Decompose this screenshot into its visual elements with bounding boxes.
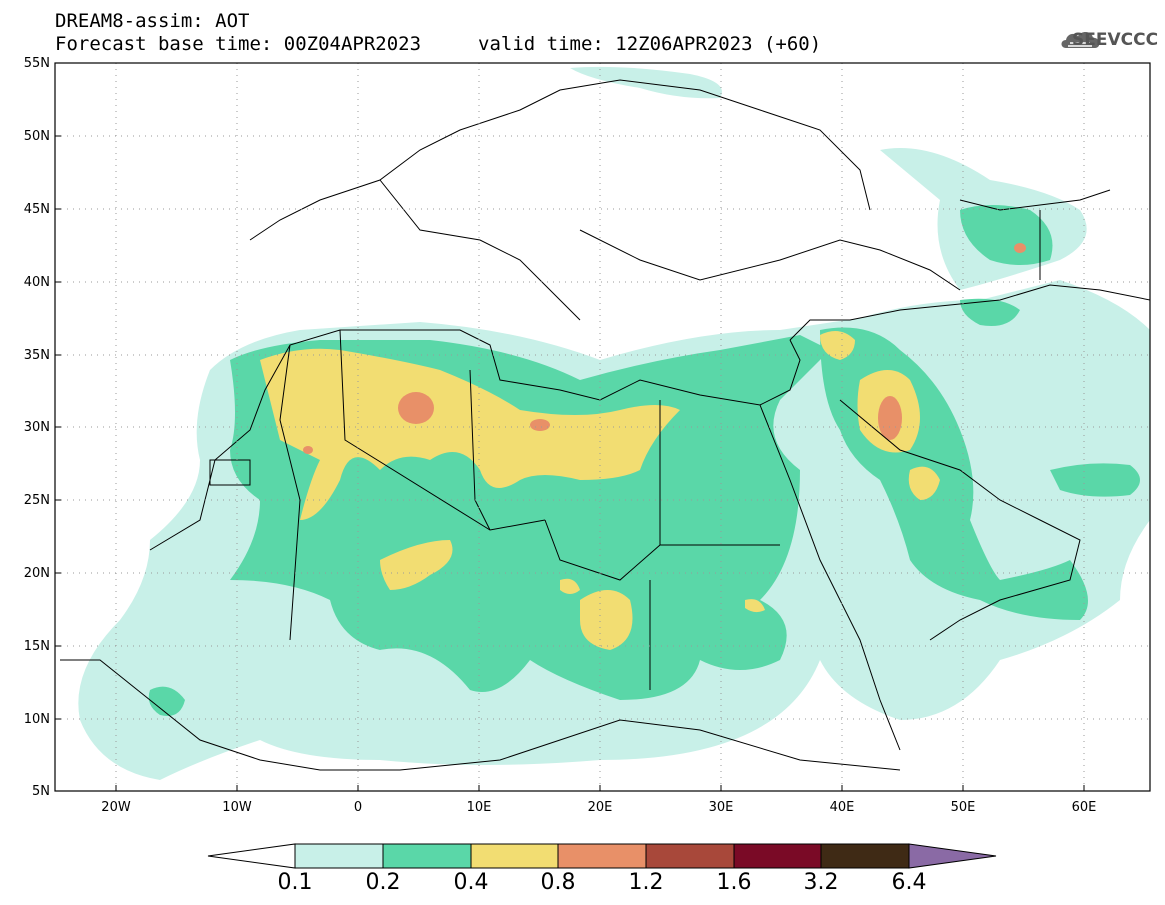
- ticks: [55, 62, 1085, 791]
- lat-label: 10N: [23, 712, 50, 727]
- colorbar-label: 6.4: [891, 870, 927, 895]
- lat-label: 5N: [32, 784, 50, 799]
- lat-label: 55N: [23, 56, 50, 71]
- lat-label: 35N: [23, 348, 50, 363]
- lon-label: 50E: [950, 800, 976, 815]
- lat-label: 15N: [23, 639, 50, 654]
- lon-label: 40E: [829, 800, 855, 815]
- lat-label: 20N: [23, 566, 50, 581]
- colorbar-label: 0.4: [453, 870, 489, 895]
- lat-label: 25N: [23, 493, 50, 508]
- cloud-logo-icon: [1061, 32, 1100, 48]
- colorbar-label: 1.6: [716, 870, 752, 895]
- colorbar-label: 0.2: [365, 870, 401, 895]
- colorbar-label: 0.1: [277, 870, 313, 895]
- title-line-1: DREAM8-assim: AOT: [55, 10, 250, 32]
- lon-label: 0: [353, 800, 363, 815]
- colorbar-label: 3.2: [803, 870, 839, 895]
- colorbar-label: 0.8: [540, 870, 576, 895]
- forecast-base-time: Forecast base time: 00Z04APR2023: [55, 33, 422, 55]
- lon-label: 20E: [587, 800, 613, 815]
- lon-label: 20W: [101, 800, 131, 815]
- lat-label: 40N: [23, 275, 50, 290]
- lon-label: 10W: [222, 800, 252, 815]
- logo-text: SEEVCCC: [1072, 30, 1159, 50]
- lat-label: 45N: [23, 202, 50, 217]
- lon-label: 60E: [1071, 800, 1097, 815]
- lon-label: 30E: [708, 800, 734, 815]
- lat-label: 30N: [23, 420, 50, 435]
- aot-field-0.8: [303, 243, 1026, 454]
- colorbar: [207, 843, 997, 869]
- valid-time: valid time: 12Z06APR2023 (+60): [478, 33, 822, 55]
- lon-label: 10E: [466, 800, 492, 815]
- colorbar-label: 1.2: [628, 870, 664, 895]
- lat-label: 50N: [23, 129, 50, 144]
- graticule: [55, 63, 1150, 791]
